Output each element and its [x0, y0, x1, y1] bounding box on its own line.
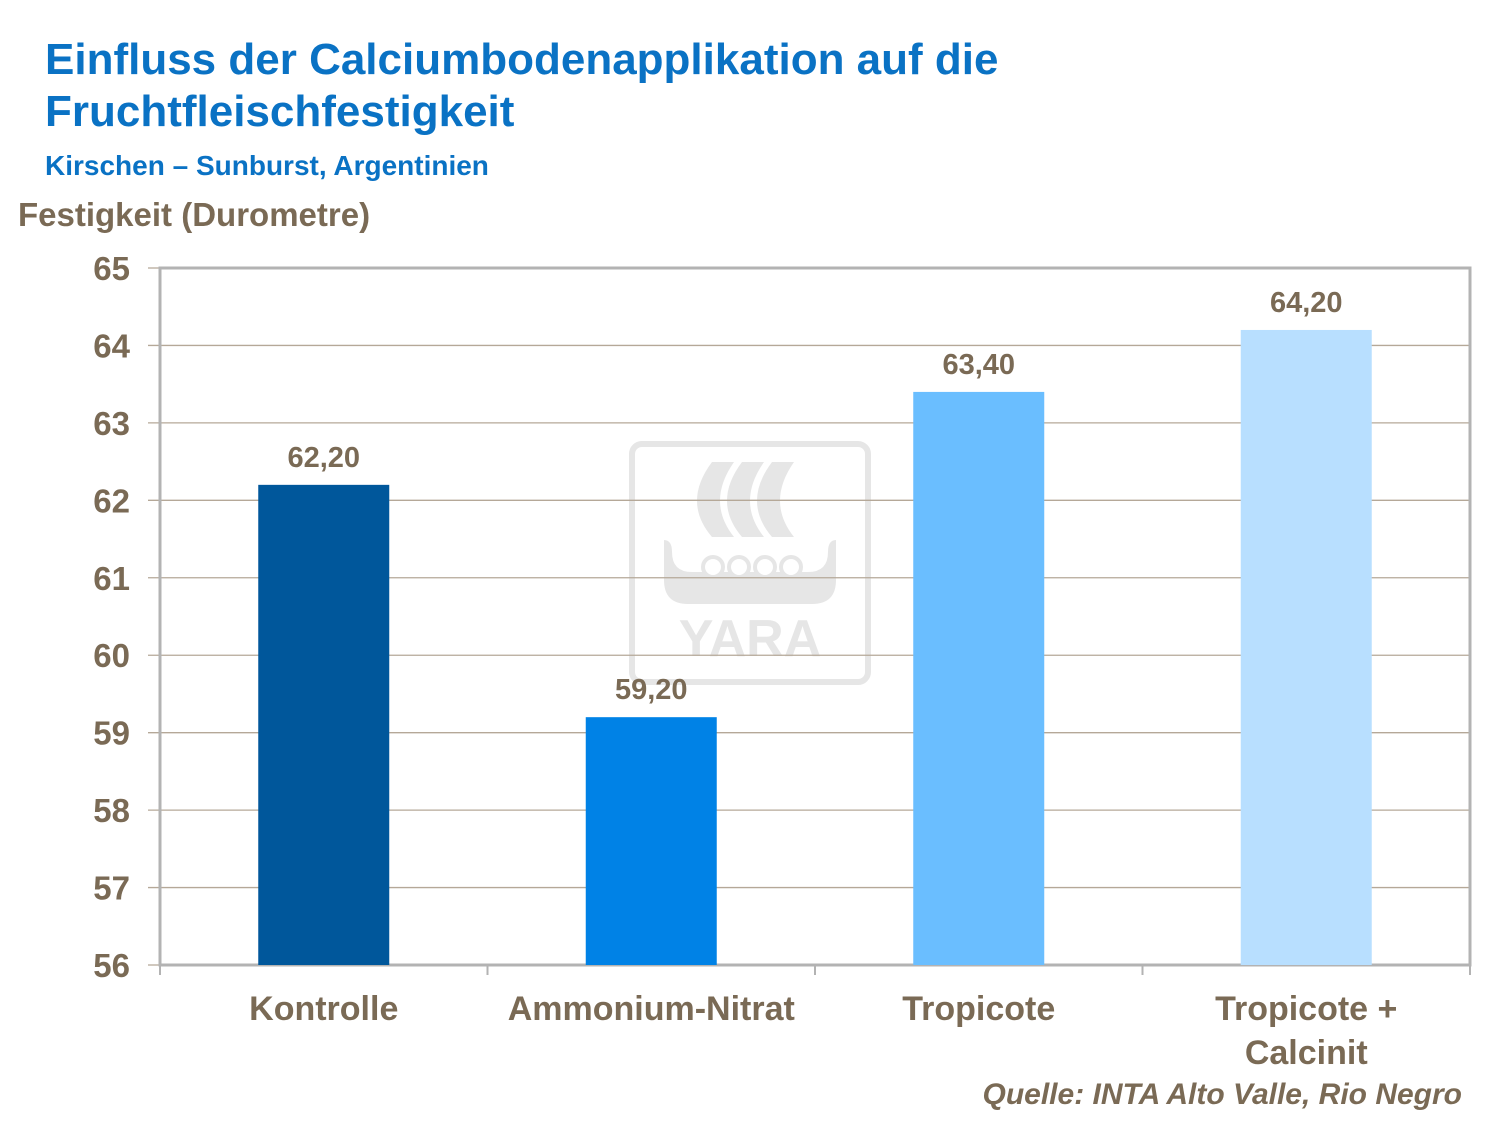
bar-tropicote-calcinit [1240, 329, 1372, 965]
bar-kontrolle [258, 484, 390, 965]
data-label: 64,20 [1270, 287, 1343, 319]
bar-ammonium-nitrat [585, 717, 717, 965]
source-note: Quelle: INTA Alto Valle, Rio Negro [982, 1078, 1463, 1111]
chart-title: Einfluss der Calciumbodenapplikation auf… [45, 35, 999, 136]
x-tick-label: Ammonium-Nitrat [508, 990, 795, 1028]
watermark-hull [664, 540, 836, 604]
y-axis-label: Festigkeit (Durometre) [18, 196, 371, 233]
y-tick-label: 60 [93, 637, 130, 674]
y-tick-label: 63 [93, 405, 130, 442]
y-tick-label: 65 [93, 250, 130, 287]
watermark-sail [727, 462, 764, 537]
y-tick-label: 56 [93, 947, 130, 984]
x-tick-label: Tropicote + [1215, 990, 1397, 1028]
y-tick-label: 62 [93, 482, 130, 519]
watermark-shield [753, 555, 777, 579]
y-tick-label: 57 [93, 870, 130, 907]
y-tick-label: 64 [93, 327, 130, 364]
yara-logo-watermark: YARA [629, 441, 871, 685]
watermark-shield [727, 555, 751, 579]
data-label: 63,40 [942, 349, 1015, 381]
data-label: 59,20 [615, 674, 688, 706]
x-tick-label: Tropicote [902, 990, 1055, 1028]
data-label: 62,20 [287, 442, 360, 474]
watermark-frame [629, 441, 871, 685]
y-tick-label: 59 [93, 715, 130, 752]
bar-tropicote [913, 391, 1045, 965]
watermark-text: YARA [679, 610, 822, 668]
chart-subtitle: Kirschen – Sunburst, Argentinien [45, 150, 489, 181]
watermark-shield [701, 555, 725, 579]
y-tick-label: 58 [93, 792, 130, 829]
watermark-sail [697, 462, 734, 537]
x-tick-label: Kontrolle [249, 990, 398, 1028]
watermark-sail [757, 462, 794, 537]
x-tick-label: Calcinit [1245, 1034, 1368, 1072]
watermark-shield [779, 555, 803, 579]
y-tick-label: 61 [93, 560, 130, 597]
